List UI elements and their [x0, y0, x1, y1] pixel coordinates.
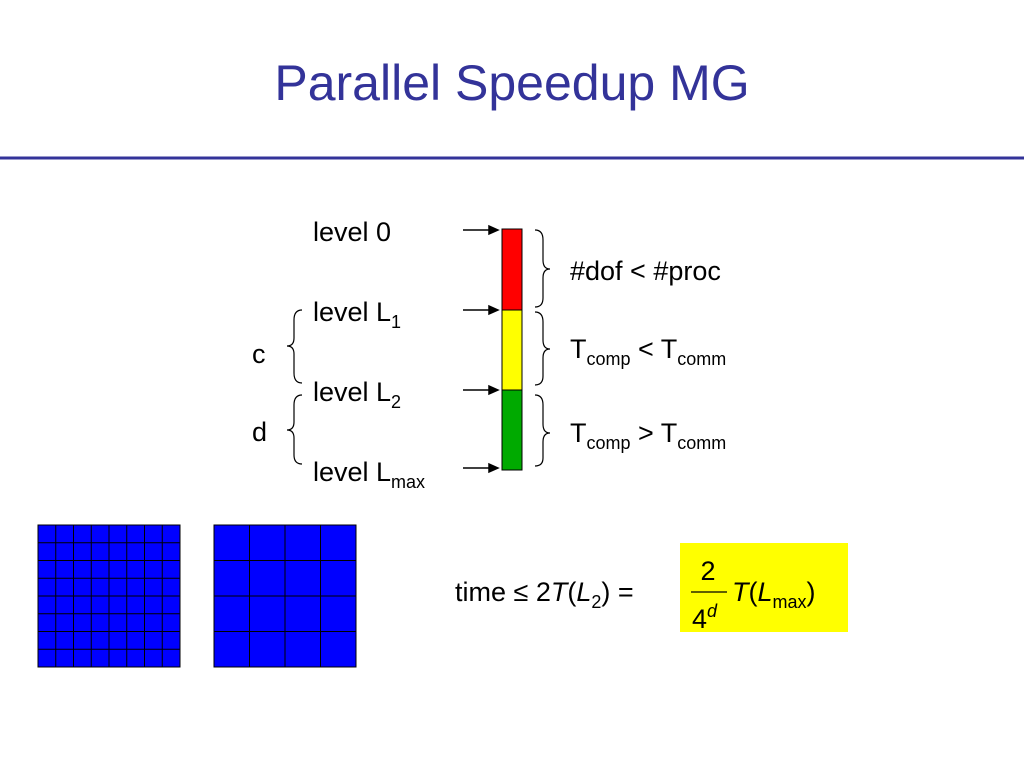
formula-part: d	[707, 601, 718, 621]
formula-part: 2	[591, 592, 601, 612]
level-sub: 1	[391, 312, 401, 332]
formula-part: (	[749, 577, 758, 607]
condition-text: #dof < #proc	[570, 256, 721, 286]
formula-part: )	[807, 577, 816, 607]
level-text: level 0	[313, 217, 391, 247]
level-text: level L	[313, 457, 391, 487]
cond-sub: comm	[677, 433, 726, 453]
right-brace	[534, 394, 551, 467]
fraction-num: 2	[700, 556, 715, 586]
bar-red	[501, 228, 523, 311]
formula-part: max	[773, 592, 807, 612]
group-label: d	[252, 417, 267, 447]
cond-sub: comp	[587, 349, 631, 369]
condition: Tcomp > Tcomm	[570, 418, 726, 453]
arrows	[463, 224, 500, 474]
level-label: level L2	[313, 377, 401, 412]
bar-yellow	[501, 309, 523, 391]
formula-part: 4	[692, 604, 707, 634]
bar-green	[501, 389, 523, 471]
cond-lhs: T	[570, 418, 587, 448]
left-brace	[286, 394, 303, 465]
formula-highlight	[680, 543, 848, 632]
slide-title: Parallel Speedup MG	[274, 55, 749, 111]
right-brace	[534, 229, 551, 308]
left-brace	[286, 309, 303, 384]
level-sub: 2	[391, 392, 401, 412]
condition: Tcomp < Tcomm	[570, 334, 726, 369]
grids	[37, 524, 357, 668]
formula-part: T	[551, 577, 570, 607]
cond-sub: comp	[587, 433, 631, 453]
formula-left: time ≤ 2T(L2) =	[455, 577, 634, 612]
formula-part: L	[758, 577, 773, 607]
formula-part: ) =	[601, 577, 633, 607]
cond-op: > T	[631, 418, 678, 448]
level-label: level Lmax	[313, 457, 425, 492]
level-text: level L	[313, 377, 391, 407]
fraction-den: 4d	[692, 601, 718, 634]
right-brace	[534, 311, 551, 386]
formula-part: L	[576, 577, 591, 607]
level-text: level L	[313, 297, 391, 327]
level-sub: max	[391, 472, 425, 492]
cond-op: < T	[631, 334, 678, 364]
condition: #dof < #proc	[570, 256, 721, 286]
formula-part: (	[567, 577, 576, 607]
group-label: c	[252, 339, 266, 369]
cond-lhs: T	[570, 334, 587, 364]
cond-sub: comm	[677, 349, 726, 369]
formula-part: time ≤ 2	[455, 577, 551, 607]
formula-right: T(Lmax)	[732, 577, 816, 612]
formula-part: T	[732, 577, 751, 607]
level-label: level L1	[313, 297, 401, 332]
level-label: level 0	[313, 217, 391, 247]
